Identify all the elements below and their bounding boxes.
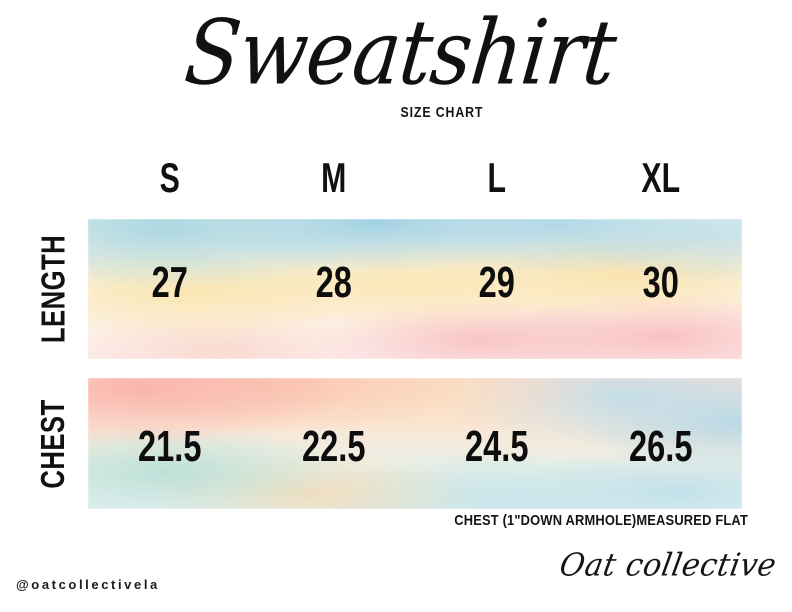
chest-value-l: 24.5 <box>465 421 529 471</box>
watercolor-wash-length <box>88 219 742 359</box>
watercolor-wash-chest <box>88 378 742 509</box>
watercolor-band-length: 27 28 29 30 <box>88 219 742 359</box>
brand-signature: Oat collective <box>556 547 780 584</box>
row-label-length: LENGTH <box>26 219 80 359</box>
watercolor-band-chest: 21.5 22.5 24.5 26.5 <box>88 378 742 509</box>
length-value-xl: 30 <box>642 258 679 307</box>
row-label-length-text: LENGTH <box>34 234 72 344</box>
instagram-handle: @oatcollectivela <box>16 577 160 592</box>
title-block: Sweatshirt <box>0 1 792 105</box>
size-header-m: M <box>320 154 346 201</box>
measurement-footnote: CHEST (1"DOWN ARMHOLE)MEASURED FLAT <box>454 512 748 529</box>
chest-value-xl: 26.5 <box>628 421 692 471</box>
value-row-length: 27 28 29 30 <box>88 261 742 305</box>
chest-value-s: 21.5 <box>138 421 202 471</box>
size-header-xl: XL <box>640 154 680 201</box>
size-header-l: L <box>487 154 506 201</box>
length-value-l: 29 <box>478 258 515 307</box>
page-title: Sweatshirt <box>180 0 621 105</box>
value-row-chest: 21.5 22.5 24.5 26.5 <box>88 421 742 471</box>
measurement-row-chest: CHEST 21.5 22.5 24.5 26.5 <box>0 378 792 509</box>
length-value-s: 27 <box>151 258 188 307</box>
measurement-row-length: LENGTH 27 28 29 30 <box>0 219 792 359</box>
row-label-chest-text: CHEST <box>34 398 71 489</box>
page-subtitle: SIZE CHART <box>400 104 484 121</box>
chest-value-m: 22.5 <box>301 421 365 471</box>
size-header-s: S <box>159 154 180 201</box>
size-header-row: S M L XL <box>88 152 742 204</box>
row-label-chest: CHEST <box>26 378 80 509</box>
length-value-m: 28 <box>315 258 352 307</box>
